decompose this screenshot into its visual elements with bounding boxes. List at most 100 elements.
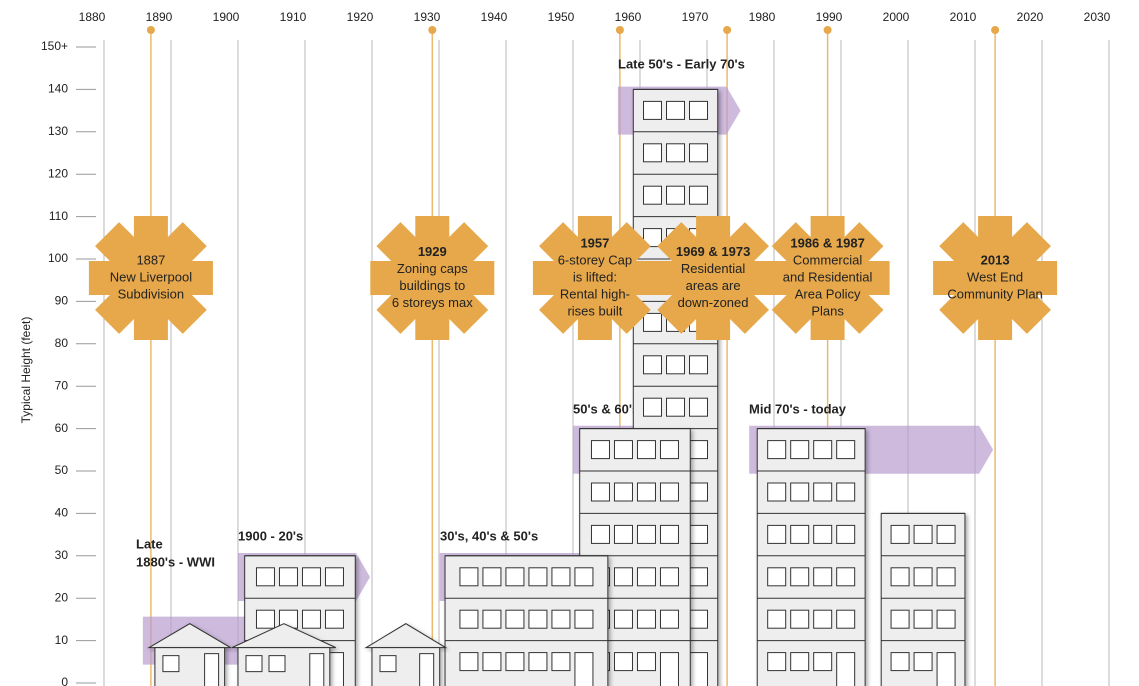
window [255, 609, 275, 629]
window [689, 397, 709, 417]
era-label: 50's & 60's [573, 401, 639, 416]
window [245, 655, 263, 673]
event-text: Residential [681, 261, 745, 276]
window [767, 524, 787, 544]
window [301, 567, 321, 587]
window [255, 567, 275, 587]
starburst [933, 216, 1058, 340]
window [813, 652, 833, 672]
window [459, 609, 479, 629]
window [324, 567, 344, 587]
window [790, 609, 810, 629]
window [790, 567, 810, 587]
window [636, 567, 656, 587]
y-tick-label: 130 [48, 124, 68, 138]
window [551, 652, 571, 672]
era-label: 1880's - WWI [136, 554, 215, 569]
x-tick-label: 2030 [1084, 10, 1111, 24]
window [643, 312, 663, 332]
window [505, 609, 525, 629]
window [613, 652, 633, 672]
window [689, 355, 709, 375]
door [574, 652, 594, 686]
window [666, 397, 686, 417]
window [528, 609, 548, 629]
window [551, 567, 571, 587]
window [790, 652, 810, 672]
x-tick-label: 1940 [481, 10, 508, 24]
window [636, 652, 656, 672]
star-core [785, 236, 870, 320]
y-axis-label: Typical Height (feet) [19, 317, 33, 424]
star-core [953, 236, 1038, 320]
window [913, 652, 933, 672]
window [643, 100, 663, 120]
door [659, 652, 679, 686]
y-tick-label: 150+ [41, 39, 68, 53]
window [590, 482, 610, 502]
window [936, 567, 956, 587]
window [643, 228, 663, 248]
y-tick-label: 50 [55, 463, 69, 477]
window [613, 482, 633, 502]
window [278, 567, 298, 587]
window [666, 185, 686, 205]
event-text: Subdivision [118, 286, 185, 301]
y-tick-label: 10 [55, 633, 69, 647]
x-tick-label: 1980 [749, 10, 776, 24]
window [659, 567, 679, 587]
era-label: Mid 70's - today [749, 401, 847, 416]
y-tick-label: 40 [55, 506, 69, 520]
event-text: 6 storeys max [392, 295, 473, 310]
x-tick-label: 1960 [615, 10, 642, 24]
window [379, 655, 397, 673]
event-text: Zoning caps [397, 261, 468, 276]
y-tick-label: 120 [48, 166, 68, 180]
window [459, 652, 479, 672]
event-dot [991, 26, 1000, 34]
window [590, 524, 610, 544]
event-dot [146, 26, 155, 34]
window [890, 567, 910, 587]
x-tick-label: 1950 [548, 10, 575, 24]
window [643, 397, 663, 417]
event-text: 6-storey Cap [558, 252, 632, 267]
window [162, 655, 180, 673]
x-tick-label: 1990 [816, 10, 843, 24]
door [689, 652, 709, 686]
x-tick-label: 1930 [414, 10, 441, 24]
window [689, 440, 709, 460]
window [936, 524, 956, 544]
event-title: 1929 [418, 244, 447, 259]
window [936, 609, 956, 629]
window [813, 567, 833, 587]
x-tick-label: 1900 [213, 10, 240, 24]
x-tick-label: 2000 [883, 10, 910, 24]
window [636, 524, 656, 544]
door [309, 653, 325, 686]
event-text: areas are [686, 278, 741, 293]
block [756, 428, 866, 686]
window [836, 482, 856, 502]
window [689, 609, 709, 629]
x-tick-label: 1970 [682, 10, 709, 24]
window [836, 524, 856, 544]
window [613, 524, 633, 544]
window [836, 567, 856, 587]
door [936, 652, 956, 686]
window [551, 609, 571, 629]
window [643, 143, 663, 163]
window [505, 652, 525, 672]
event-title: 1986 & 1987 [790, 235, 864, 250]
window [913, 524, 933, 544]
window [913, 609, 933, 629]
window [890, 609, 910, 629]
window [836, 609, 856, 629]
window [767, 567, 787, 587]
era-label: Late 50's - Early 70's [618, 56, 745, 71]
event-text: New Liverpool [110, 269, 192, 284]
window [689, 567, 709, 587]
door [204, 653, 220, 686]
event-text: down-zoned [678, 295, 749, 310]
